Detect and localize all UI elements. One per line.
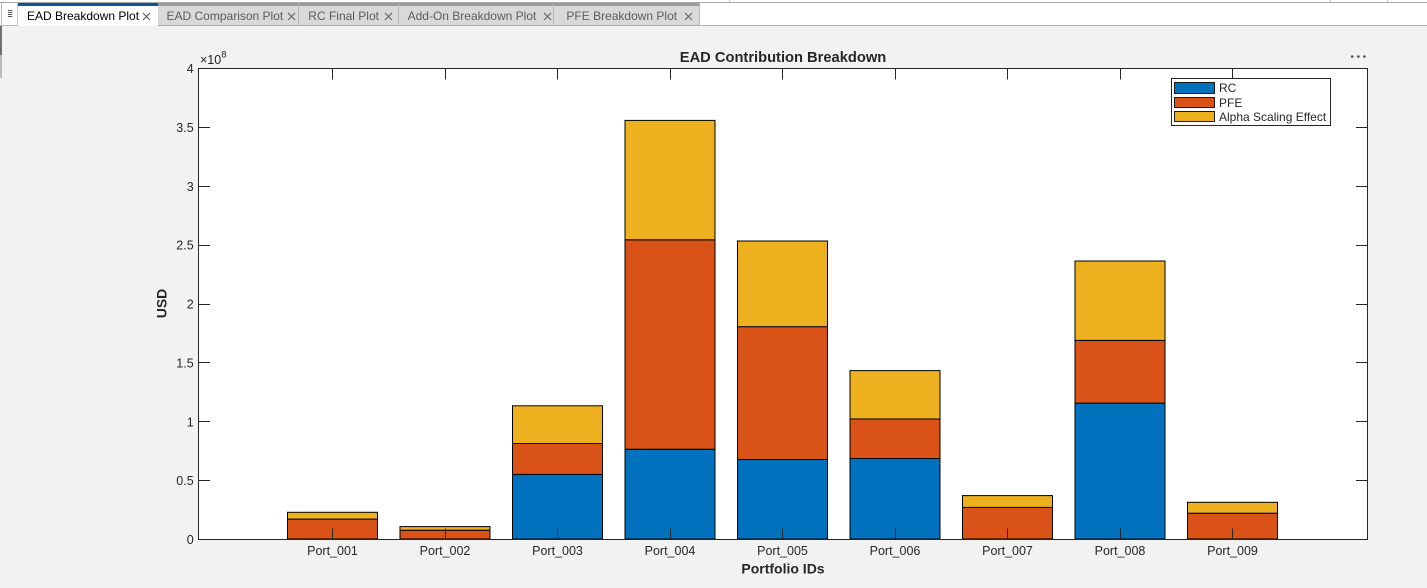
svg-text:3: 3 bbox=[187, 180, 194, 194]
svg-text:×108: ×108 bbox=[200, 50, 227, 68]
svg-text:Port_002: Port_002 bbox=[420, 544, 471, 558]
svg-text:Port_005: Port_005 bbox=[757, 544, 808, 558]
svg-text:EAD Contribution Breakdown: EAD Contribution Breakdown bbox=[680, 50, 886, 66]
svg-text:Port_007: Port_007 bbox=[982, 544, 1033, 558]
svg-text:Portfolio IDs: Portfolio IDs bbox=[741, 561, 824, 577]
svg-text:0.5: 0.5 bbox=[176, 474, 193, 488]
svg-text:PFE: PFE bbox=[1219, 96, 1242, 110]
svg-text:4: 4 bbox=[187, 62, 194, 76]
svg-text:Port_004: Port_004 bbox=[645, 544, 696, 558]
svg-text:1: 1 bbox=[187, 415, 194, 429]
svg-text:Port_001: Port_001 bbox=[307, 544, 358, 558]
svg-text:0: 0 bbox=[187, 533, 194, 547]
svg-text:2: 2 bbox=[187, 298, 194, 312]
svg-text:Port_006: Port_006 bbox=[870, 544, 921, 558]
svg-text:2.5: 2.5 bbox=[176, 239, 193, 253]
svg-text:Port_008: Port_008 bbox=[1095, 544, 1146, 558]
svg-text:RC: RC bbox=[1219, 81, 1237, 95]
svg-text:Port_009: Port_009 bbox=[1207, 544, 1258, 558]
svg-text:1.5: 1.5 bbox=[176, 356, 193, 370]
svg-text:3.5: 3.5 bbox=[176, 121, 193, 135]
svg-text:USD: USD bbox=[154, 289, 170, 319]
svg-text:Alpha Scaling Effect: Alpha Scaling Effect bbox=[1219, 110, 1327, 124]
svg-text:Port_003: Port_003 bbox=[532, 544, 583, 558]
